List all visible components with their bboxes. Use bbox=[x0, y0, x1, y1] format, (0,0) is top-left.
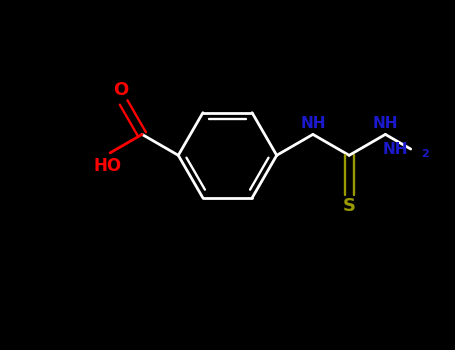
Text: NH: NH bbox=[373, 117, 398, 132]
Text: O: O bbox=[114, 80, 129, 98]
Text: NH: NH bbox=[300, 117, 326, 132]
Text: NH: NH bbox=[383, 141, 408, 156]
Text: 2: 2 bbox=[421, 149, 430, 159]
Text: S: S bbox=[343, 197, 356, 215]
Text: HO: HO bbox=[94, 157, 122, 175]
